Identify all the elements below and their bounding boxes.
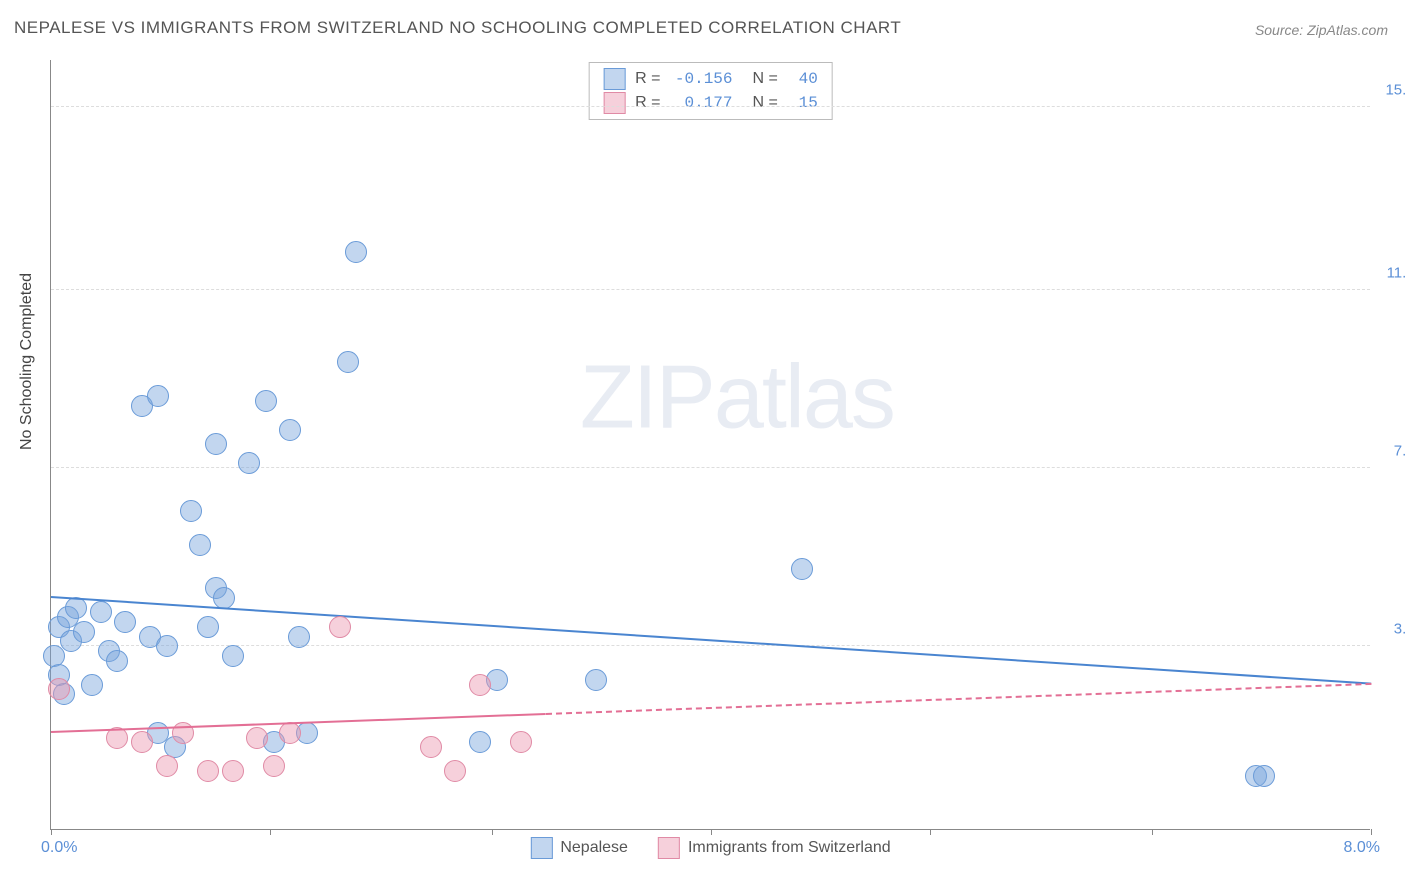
plot-area: ZIPatlas R =-0.156N =40R =0.177N =15 0.0… xyxy=(50,60,1370,830)
y-tick-label: 15.0% xyxy=(1385,82,1406,99)
y-tick-label: 3.8% xyxy=(1394,621,1406,638)
nepalese-point xyxy=(279,419,301,441)
grid-line xyxy=(51,645,1370,646)
x-axis-max-label: 8.0% xyxy=(1344,839,1380,857)
swiss-point xyxy=(197,760,219,782)
swiss-point xyxy=(263,755,285,777)
swiss-point xyxy=(420,736,442,758)
correlation-legend: R = -0.156 N = 40 R = 0.177 N = 15 xyxy=(588,62,833,120)
swiss-swatch xyxy=(603,92,625,114)
legend-label: Nepalese xyxy=(560,839,628,857)
grid-line xyxy=(51,289,1370,290)
nepalese-point xyxy=(81,674,103,696)
nepalese-point xyxy=(337,351,359,373)
x-tick xyxy=(1152,829,1153,835)
source-attribution: Source: ZipAtlas.com xyxy=(1255,22,1388,38)
y-axis-label: No Schooling Completed xyxy=(18,273,36,450)
nepalese-swatch xyxy=(530,837,552,859)
swiss-point xyxy=(444,760,466,782)
r-value: -0.156 xyxy=(671,67,733,91)
nepalese-point xyxy=(288,626,310,648)
nepalese-swatch xyxy=(603,68,625,90)
nepalese-point xyxy=(156,635,178,657)
nepalese-point xyxy=(205,433,227,455)
nepalese-point xyxy=(213,587,235,609)
nepalese-point xyxy=(1253,765,1275,787)
y-tick-label: 11.2% xyxy=(1387,265,1406,282)
nepalese-point xyxy=(222,645,244,667)
swiss-trend xyxy=(546,683,1371,715)
legend-row-swiss: R = 0.177 N = 15 xyxy=(603,91,818,115)
nepalese-point xyxy=(255,390,277,412)
r-label: R = xyxy=(635,91,660,115)
nepalese-point xyxy=(197,616,219,638)
n-value: 15 xyxy=(788,91,818,115)
legend-item-swiss: Immigrants from Switzerland xyxy=(658,837,891,859)
nepalese-point xyxy=(147,385,169,407)
swiss-point xyxy=(279,722,301,744)
y-tick-label: 7.5% xyxy=(1394,443,1406,460)
grid-line xyxy=(51,106,1370,107)
swiss-point xyxy=(469,674,491,696)
nepalese-trend xyxy=(51,596,1371,685)
swiss-point xyxy=(222,760,244,782)
nepalese-point xyxy=(189,534,211,556)
nepalese-point xyxy=(73,621,95,643)
chart-title: NEPALESE VS IMMIGRANTS FROM SWITZERLAND … xyxy=(14,18,901,38)
nepalese-point xyxy=(791,558,813,580)
x-tick xyxy=(51,829,52,835)
nepalese-point xyxy=(469,731,491,753)
x-tick xyxy=(1371,829,1372,835)
x-tick xyxy=(711,829,712,835)
r-value: 0.177 xyxy=(671,91,733,115)
series-legend: Nepalese Immigrants from Switzerland xyxy=(530,837,890,859)
nepalese-point xyxy=(345,241,367,263)
swiss-point xyxy=(156,755,178,777)
n-label: N = xyxy=(753,67,778,91)
legend-label: Immigrants from Switzerland xyxy=(688,839,891,857)
x-axis-min-label: 0.0% xyxy=(41,839,77,857)
nepalese-point xyxy=(90,601,112,623)
nepalese-point xyxy=(114,611,136,633)
legend-item-nepalese: Nepalese xyxy=(530,837,628,859)
legend-row-nepalese: R = -0.156 N = 40 xyxy=(603,67,818,91)
nepalese-point xyxy=(106,650,128,672)
swiss-point xyxy=(329,616,351,638)
swiss-point xyxy=(246,727,268,749)
n-value: 40 xyxy=(788,67,818,91)
swiss-point xyxy=(510,731,532,753)
nepalese-point xyxy=(238,452,260,474)
x-tick xyxy=(492,829,493,835)
swiss-point xyxy=(131,731,153,753)
n-label: N = xyxy=(753,91,778,115)
nepalese-point xyxy=(585,669,607,691)
swiss-swatch xyxy=(658,837,680,859)
nepalese-point xyxy=(180,500,202,522)
x-tick xyxy=(930,829,931,835)
swiss-point xyxy=(48,678,70,700)
x-tick xyxy=(270,829,271,835)
r-label: R = xyxy=(635,67,660,91)
watermark: ZIPatlas xyxy=(580,347,894,450)
